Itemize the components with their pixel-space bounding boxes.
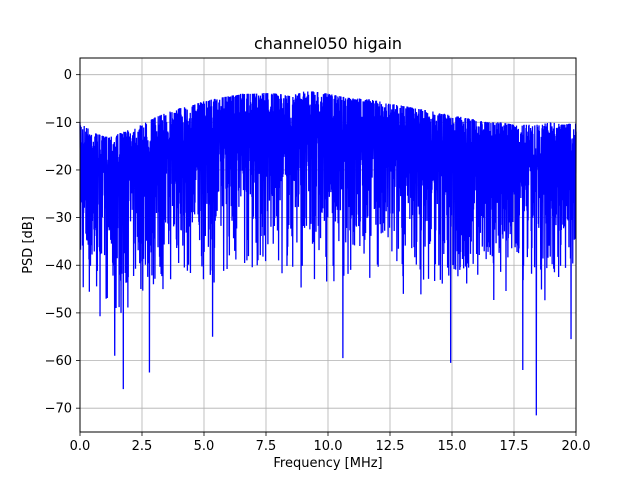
x-axis-label: Frequency [MHz]	[273, 456, 382, 471]
psd-series	[79, 91, 577, 416]
y-axis-ticks: 0 −10 −20 −30 −40 −50 −60 −70	[45, 68, 80, 417]
x-tick-label: 7.5	[256, 439, 277, 454]
y-tick-label: −60	[45, 354, 72, 369]
x-tick-label: 12.5	[376, 439, 405, 454]
y-tick-label: −50	[45, 306, 72, 321]
y-tick-label: −20	[45, 163, 72, 178]
x-tick-label: 17.5	[500, 439, 529, 454]
x-tick-label: 10.0	[314, 439, 343, 454]
y-tick-label: 0	[64, 68, 72, 83]
chart-title: channel050 higain	[254, 34, 402, 53]
y-tick-label: −40	[45, 259, 72, 274]
x-tick-label: 5.0	[194, 439, 215, 454]
x-tick-label: 2.5	[132, 439, 153, 454]
y-tick-label: −10	[45, 116, 72, 131]
y-tick-label: −30	[45, 211, 72, 226]
y-tick-label: −70	[45, 402, 72, 417]
x-tick-label: 15.0	[438, 439, 467, 454]
psd-line	[79, 91, 577, 416]
y-axis-label: PSD [dB]	[21, 216, 36, 274]
x-axis-ticks: 0.0 2.5 5.0 7.5 10.0 12.5 15.0 17.5 20.0	[70, 432, 591, 454]
x-tick-label: 0.0	[70, 439, 91, 454]
x-tick-label: 20.0	[562, 439, 591, 454]
